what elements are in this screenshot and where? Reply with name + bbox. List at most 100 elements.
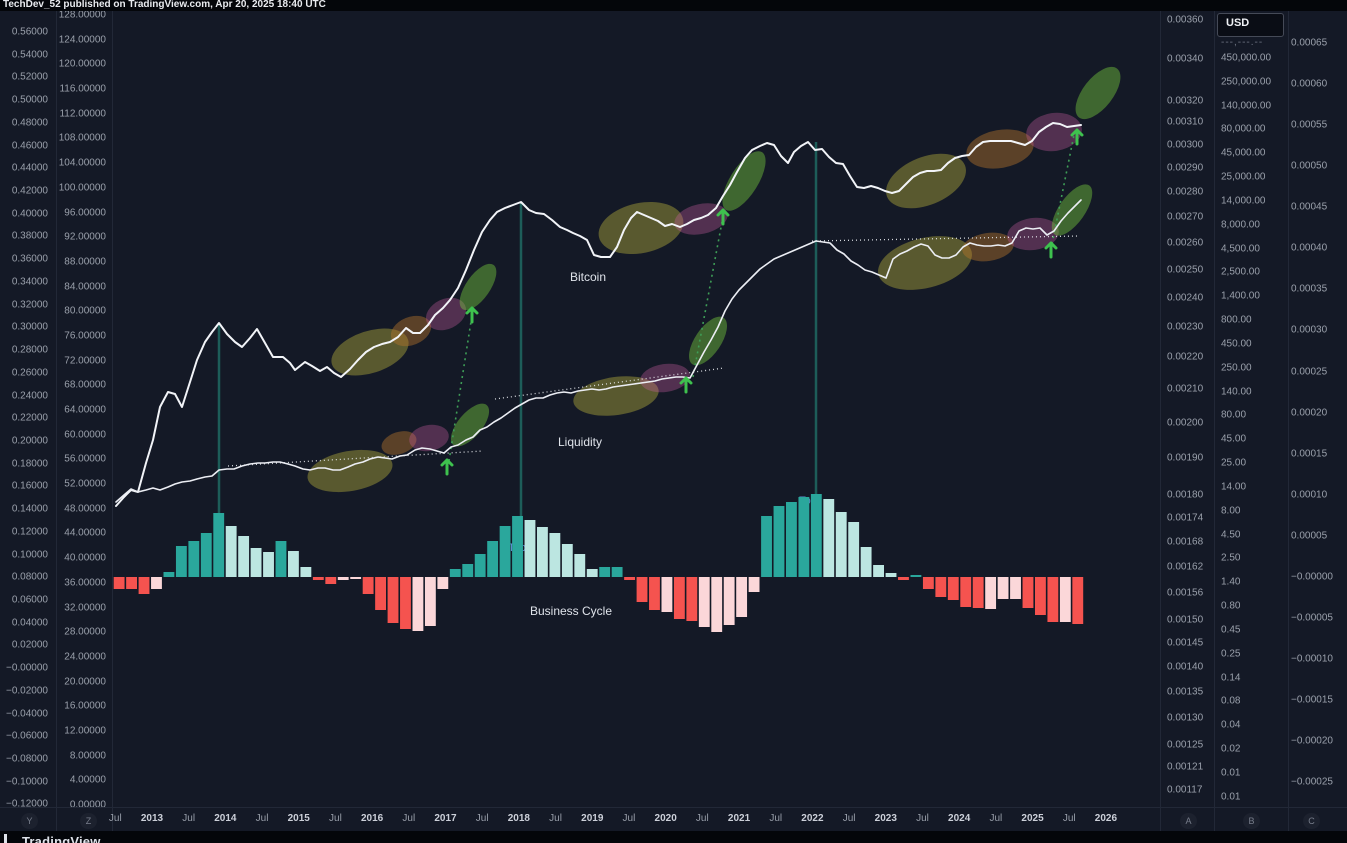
time-tick-label: 2016 <box>361 813 384 824</box>
time-tick-label: 2024 <box>948 813 971 824</box>
time-tick-label: Jul <box>475 813 489 824</box>
business-cycle-bar <box>225 526 237 577</box>
business-cycle-bar <box>163 572 175 577</box>
currency-label: USD <box>1226 17 1250 29</box>
business-cycle-bar <box>922 577 934 589</box>
tradingview-logo[interactable]: TradingView <box>4 834 101 843</box>
time-tick-label: Jul <box>842 813 856 824</box>
axis-button-c[interactable]: C <box>1303 813 1320 829</box>
time-tick-label: 2023 <box>874 813 897 824</box>
time-tick-label: 2025 <box>1021 813 1044 824</box>
business-cycle-bar <box>300 567 312 577</box>
axis-separator <box>56 11 57 831</box>
cycle-phase-ellipse-brown <box>381 431 417 455</box>
axis-separator <box>1160 11 1161 831</box>
time-tick-label: Jul <box>1062 813 1076 824</box>
business-cycle-bar <box>711 577 723 632</box>
time-tick-label: Jul <box>549 813 562 824</box>
time-tick-label: 2021 <box>727 813 751 824</box>
time-tick-label: Jul <box>182 813 196 824</box>
cycle-phase-ellipse-olive <box>878 236 972 290</box>
business-cycle-bar <box>537 527 548 577</box>
business-cycle-bar <box>213 513 225 577</box>
buy-signal-arrow-icon <box>465 306 479 324</box>
business-cycle-bar <box>599 567 611 577</box>
business-cycle-bar <box>113 577 125 589</box>
business-cycle-bar <box>960 577 972 607</box>
business-cycle-bar <box>250 548 262 577</box>
cycle-phase-ellipse-olive <box>598 201 684 255</box>
time-axis[interactable]: Jul 2013 Jul 2014 Jul 2015 Jul 2016 Jul 2017 Jul 20… <box>0 807 1347 831</box>
business-cycle-bar <box>935 577 947 597</box>
time-tick-label: Jul <box>622 813 636 824</box>
axis-button-b[interactable]: B <box>1243 813 1260 829</box>
time-tick-label: Jul <box>402 813 416 824</box>
cycle-phase-ellipse-brown <box>962 232 1014 262</box>
bitcoin-line <box>115 122 1082 507</box>
business-cycle-bar <box>761 516 772 577</box>
business-cycle-bar <box>636 577 648 602</box>
business-cycle-bar <box>748 577 760 592</box>
business-cycle-bar <box>238 536 250 577</box>
business-cycle-bar <box>848 522 860 577</box>
axis-button-y[interactable]: Y <box>21 813 38 829</box>
business-cycle-bar <box>512 516 523 577</box>
business-cycle-bar <box>624 577 635 580</box>
business-cycle-bar <box>288 551 299 577</box>
time-tick-label: 2018 <box>507 813 530 824</box>
cycle-phase-ellipse-purple <box>425 297 467 331</box>
time-tick-label: Jul <box>255 813 269 824</box>
axis-separator <box>1288 11 1289 831</box>
business-cycle-bar <box>549 533 561 577</box>
business-cycle-bar <box>188 541 200 577</box>
breakout-dotted-line <box>1051 134 1075 245</box>
time-tick-label: 2017 <box>434 813 457 824</box>
cycle-phase-ellipse-green <box>450 403 490 447</box>
buy-signal-arrow-icon <box>716 208 730 226</box>
buy-signal-arrow-icon <box>1044 241 1058 259</box>
business-cycle-bar <box>873 565 884 577</box>
buy-signal-arrow-icon <box>679 376 693 394</box>
time-tick-label: 2015 <box>287 813 310 824</box>
time-tick-label: Jul <box>329 813 342 824</box>
time-tick-label: 2022 <box>801 813 824 824</box>
business-cycle-bar <box>586 569 598 577</box>
business-cycle-bar <box>1047 577 1059 622</box>
business-cycle-bar <box>449 569 461 577</box>
time-tick-label: Jul <box>769 813 783 824</box>
axis-separator <box>112 11 113 831</box>
business-cycle-bar <box>673 577 685 619</box>
footer-bar: TradingView <box>0 831 1347 843</box>
business-cycle-bar <box>175 546 187 577</box>
business-cycle-bar <box>487 541 499 577</box>
cycle-phase-ellipse-brown <box>966 129 1034 169</box>
cycle-phase-ellipse-purple <box>1007 217 1059 251</box>
business-cycle-bar <box>350 577 362 579</box>
business-cycle-bar <box>736 577 748 617</box>
time-tick-label: Jul <box>916 813 929 824</box>
axis-button-z[interactable]: Z <box>80 813 97 829</box>
breakout-dotted-line <box>692 221 723 378</box>
buy-signal-arrow-icon <box>1070 128 1084 146</box>
cycle-phase-ellipse-green <box>688 316 728 366</box>
dotted-trendline <box>811 235 1079 242</box>
business-cycle-bar <box>337 577 349 580</box>
business-cycle-bar <box>375 577 386 610</box>
cycle-phase-ellipse-green <box>722 151 766 211</box>
business-cycle-bar <box>997 577 1009 599</box>
business-cycle-bar <box>611 567 623 577</box>
currency-selector[interactable]: USD <box>1217 13 1284 37</box>
business-cycle-bar <box>561 544 573 577</box>
business-cycle-bar <box>1022 577 1034 608</box>
publish-header: TechDev_52 published on TradingView.com,… <box>0 0 1347 11</box>
time-tick-label: 2019 <box>581 813 604 824</box>
business-cycle-bar <box>387 577 399 623</box>
business-cycle-bar <box>972 577 984 608</box>
business-cycle-bar <box>898 577 909 580</box>
business-cycle-bar <box>786 502 797 577</box>
axis-button-a[interactable]: A <box>1180 813 1197 829</box>
axis-separator <box>1214 11 1215 831</box>
business-cycle-bar <box>574 554 586 577</box>
business-cycle-bar <box>860 547 872 577</box>
